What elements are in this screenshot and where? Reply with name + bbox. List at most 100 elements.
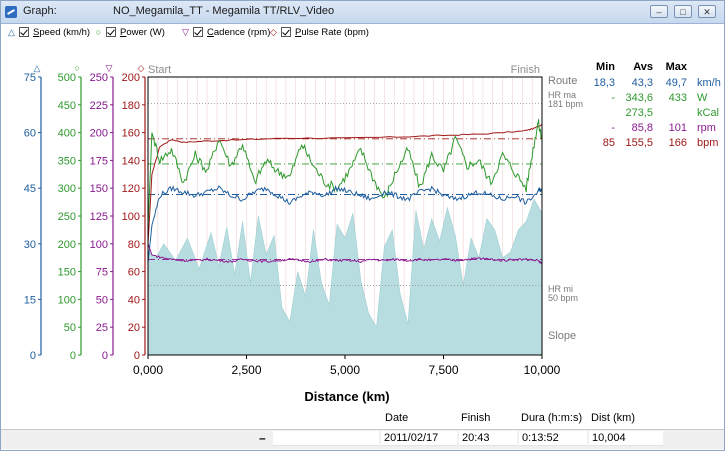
triangle-down-icon: ▽ [182, 26, 189, 37]
duration-label: Dura (h:m:s) [521, 412, 583, 424]
legend-cadence[interactable]: ▽ Cadence (rpm) [181, 25, 270, 39]
hr-min-value: 50 bpm [548, 293, 578, 303]
axis-tick-label: 100 [58, 294, 76, 306]
axis-tick-label: 400 [58, 128, 76, 140]
axis-tick-label: 20 [128, 322, 140, 334]
maximize-button[interactable]: □ [674, 5, 692, 18]
stats-min: - [611, 122, 615, 134]
hr-min-label: HR mi [548, 284, 573, 294]
stats-unit: rpm [697, 122, 716, 134]
hr-max-value: 181 bpm [548, 99, 583, 109]
axis-tick-label: 225 [90, 100, 108, 112]
stats-row: 273,5 kCal [593, 107, 723, 121]
stats-avg: 155,5 [625, 137, 653, 149]
stats-header-max: Max [665, 61, 687, 73]
series-line-pulse-rate [147, 123, 543, 244]
axis-tick-label: 0 [134, 350, 140, 362]
stats-avg: 43,3 [631, 77, 653, 89]
axis-tick-label: 450 [58, 100, 76, 112]
stats-header-min: Min [596, 61, 615, 73]
legend-power-label: Power (W) [120, 26, 165, 38]
collapse-dash[interactable]: – [259, 431, 266, 445]
axis-tick-label: 0 [102, 350, 108, 362]
date-label: Date [385, 412, 409, 424]
axis-tick-label: 150 [90, 183, 108, 195]
axis-tick-label: 75 [24, 72, 36, 84]
axis-tick-label: 250 [90, 72, 108, 84]
legend-pulse-label: Pulse Rate (bpm) [295, 26, 369, 38]
slope-area [147, 198, 543, 356]
axis-tick-label: 200 [58, 239, 76, 251]
stats-unit: bpm [697, 137, 719, 149]
series-line-power [147, 119, 543, 228]
axis-tick-label: 80 [128, 239, 140, 251]
summary-divider [1, 429, 724, 430]
axis-tick-label: 140 [122, 155, 140, 167]
distance-value: 10,004 [589, 431, 663, 446]
stats-max: 101 [668, 122, 687, 134]
axis-tick-label: 200 [90, 128, 108, 140]
axis-tick-label: 175 [90, 155, 108, 167]
legend-power[interactable]: ○ Power (W) [94, 25, 165, 39]
legend-pulse[interactable]: ◇ Pulse Rate (bpm) [269, 25, 369, 39]
axis-tick-label: 45 [24, 183, 36, 195]
start-label: Start [148, 64, 171, 76]
legend-speed[interactable]: △ Speed (km/h) [7, 25, 90, 39]
axis-tick-label: 50 [96, 294, 108, 306]
summary-bar: Date Finish Dura (h:m:s) Dist (km) – 201… [1, 409, 724, 450]
axis-tick-label: 350 [58, 155, 76, 167]
speed-checkbox[interactable] [19, 27, 29, 37]
pulse-axis-marker-icon: ◇ [138, 63, 145, 73]
cadence-checkbox[interactable] [193, 27, 203, 37]
axis-tick-label: 125 [90, 211, 108, 223]
minimize-button[interactable]: – [650, 5, 668, 18]
x-axis-tick-label: 5,000 [330, 363, 360, 377]
stats-header-row: Min Avs Max [593, 61, 723, 75]
axis-tick-label: 500 [58, 72, 76, 84]
x-axis-tick-label: 10,000 [524, 363, 561, 377]
date-value: 2011/02/17 [381, 431, 457, 446]
legend-cadence-label: Cadence (rpm) [207, 26, 271, 38]
slope-label: Slope [548, 330, 576, 342]
distance-label: Dist (km) [591, 412, 635, 424]
triangle-up-icon: △ [8, 26, 15, 37]
stats-row: 85 155,5 166 bpm [593, 137, 723, 151]
legend-speed-label: Speed (km/h) [33, 26, 91, 38]
x-axis-tick-label: 2,500 [231, 363, 261, 377]
window-title-document: NO_Megamila_TT - Megamila TT/RLV_Video [113, 5, 335, 17]
axis-tick-label: 300 [58, 183, 76, 195]
axis-tick-label: 60 [24, 128, 36, 140]
stats-row: 18,3 43,3 49,7 km/h [593, 77, 723, 91]
stats-avg: 343,6 [625, 92, 653, 104]
finish-value: 20:43 [459, 431, 517, 446]
x-axis-tick-label: 0,000 [133, 363, 163, 377]
stats-max: 433 [668, 92, 687, 104]
axis-tick-label: 25 [96, 322, 108, 334]
x-axis-tick-label: 7,500 [428, 363, 458, 377]
stats-unit: km/h [697, 77, 721, 89]
power-checkbox[interactable] [106, 27, 116, 37]
title-bar[interactable]: Graph: NO_Megamila_TT - Megamila TT/RLV_… [1, 1, 724, 24]
series-line-cadence [147, 243, 543, 265]
pulse-checkbox[interactable] [281, 27, 291, 37]
power-axis-marker-icon: ○ [74, 63, 79, 73]
stats-header-avg: Avs [633, 61, 653, 73]
axis-tick-label: 250 [58, 211, 76, 223]
axis-tick-label: 0 [70, 350, 76, 362]
ride-chart[interactable]: △01530456075○050100150200250300350400450… [1, 41, 724, 407]
axis-tick-label: 120 [122, 183, 140, 195]
stats-unit: kCal [697, 107, 720, 119]
window-title-prefix: Graph: [23, 5, 57, 17]
cadence-axis-marker-icon: ▽ [106, 63, 113, 73]
name-field [273, 431, 379, 446]
stats-avg: 273,5 [625, 107, 653, 119]
stats-avg: 85,8 [631, 122, 653, 134]
route-label: Route [548, 75, 577, 87]
close-button[interactable]: ✕ [698, 5, 716, 18]
circle-icon: ○ [95, 27, 102, 37]
stats-min: 85 [602, 137, 615, 149]
hr-max-label: HR ma [548, 90, 576, 100]
axis-tick-label: 60 [128, 267, 140, 279]
stats-unit: W [697, 92, 708, 104]
